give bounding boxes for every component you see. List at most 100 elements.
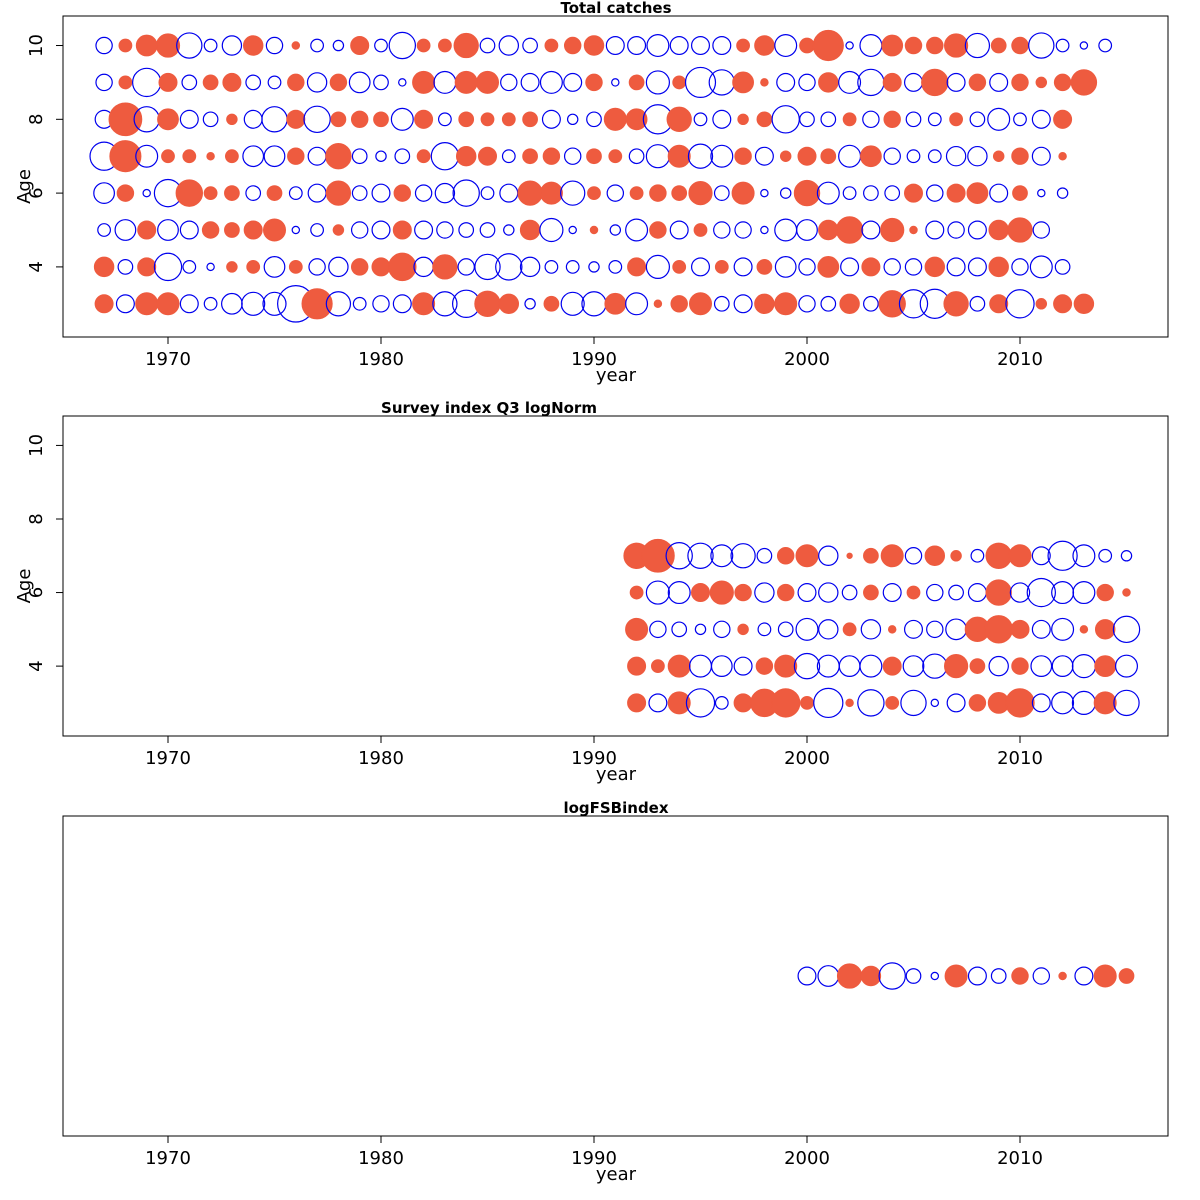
residual-bubble-positive [1093,691,1117,715]
residual-bubble-negative [730,543,756,569]
residual-bubble-negative [797,966,817,986]
residual-bubble-negative [452,179,480,207]
residual-bubble-positive [800,695,814,710]
residual-bubble-negative [544,259,559,274]
residual-bubble-negative [969,111,986,128]
residual-bubble-positive [882,656,902,676]
residual-bubble-negative [838,655,861,678]
residual-bubble-positive [519,219,541,241]
residual-bubble-negative [1071,690,1097,715]
residual-bubble-positive [286,109,306,129]
residual-bubble-negative [142,188,151,198]
residual-bubble-negative [114,219,137,241]
residual-bubble-positive [667,691,691,715]
residual-bubble-negative [261,106,288,133]
residual-bubble-positive [736,38,750,53]
residual-bubble-positive [242,35,264,56]
residual-bubble-negative [898,289,929,319]
residual-bubble-positive [988,219,1009,241]
x-tick-label: 2010 [997,349,1043,370]
residual-bubble-negative [989,72,1009,92]
residual-bubble-positive [989,294,1009,314]
residual-bubble-negative [566,113,579,126]
residual-bubble-negative [645,580,671,605]
residual-bubble-negative [988,655,1009,677]
residual-bubble-negative [945,145,967,167]
residual-bubble-negative [308,258,326,276]
residual-bubble-negative [734,221,752,239]
residual-bubble-negative [95,73,113,92]
residual-bubble-negative [588,261,600,273]
residual-bubble-positive [943,291,969,317]
residual-bubble-negative [884,185,901,201]
residual-bubble-negative [608,259,623,274]
residual-bubble-negative [625,218,649,242]
residual-bubble-negative [179,109,199,129]
residual-bubble-negative [883,147,901,165]
residual-bubble-positive [108,102,143,137]
residual-bubble-positive [94,294,114,314]
residual-bubble-positive [641,538,675,573]
residual-bubble-positive [774,654,798,678]
residual-bubble-positive [795,544,819,568]
residual-bubble-negative [1031,109,1051,129]
residual-bubble-positive [776,547,795,565]
residual-bubble-negative [1071,654,1097,679]
residual-bubble-negative [925,220,945,240]
residual-bubble-negative [883,258,901,276]
residual-bubble-negative [97,223,111,237]
residual-bubble-positive [563,36,582,55]
residual-bubble-negative [179,220,199,240]
residual-bubble-negative [1032,221,1051,239]
residual-bubble-negative [756,547,773,564]
residual-bubble-positive [1058,971,1067,981]
residual-bubble-positive [812,29,844,62]
residual-bubble-negative [926,184,944,202]
residual-bubble-negative [307,146,327,166]
residual-bubble-negative [799,111,815,128]
residual-bubble-negative [303,105,331,134]
residual-bubble-negative [458,222,475,238]
residual-bubble-negative [267,75,282,90]
residual-bubble-negative [581,291,607,317]
residual-bubble-negative [1031,619,1051,639]
x-tick-label: 1990 [571,1148,617,1169]
residual-bubble-positive [1070,69,1098,96]
residual-bubble-positive [1053,109,1073,129]
residual-bubble-positive [693,223,708,237]
residual-bubble-positive [882,72,902,92]
residual-bubble-positive [137,220,157,240]
residual-bubble-negative [733,294,753,314]
residual-bubble-negative [206,262,215,272]
residual-bubble-positive [325,143,352,170]
residual-bubble-positive [688,181,713,206]
residual-bubble-negative [375,150,387,162]
residual-bubble-negative [818,619,839,640]
residual-bubble-positive [1012,185,1028,201]
residual-bubble-negative [906,149,921,164]
residual-bubble-negative [265,36,284,55]
residual-bubble-negative [882,583,902,603]
residual-bubble-negative [967,583,987,603]
residual-bubble-positive [1096,583,1114,602]
residual-bubble-negative [221,35,243,56]
residual-bubble-positive [883,110,901,129]
residual-bubble-negative [182,259,197,274]
residual-bubble-positive [946,183,966,203]
residual-bubble-positive [1005,688,1035,718]
residual-bubble-positive [1058,151,1067,161]
residual-bubble-negative [628,148,645,165]
residual-bubble-positive [453,32,479,59]
residual-bubble-negative [645,254,671,279]
residual-bubble-positive [226,261,238,273]
residual-bubble-negative [433,70,457,94]
residual-bubble-negative [560,180,586,206]
residual-bubble-negative [687,143,714,169]
residual-bubble-negative [710,655,733,678]
residual-bubble-positive [799,37,815,54]
residual-bubble-negative [1005,289,1035,319]
residual-bubble-positive [921,68,949,97]
residual-bubble-positive [585,73,603,92]
x-tick-label: 2010 [997,1148,1043,1169]
residual-bubble-negative [430,141,460,171]
